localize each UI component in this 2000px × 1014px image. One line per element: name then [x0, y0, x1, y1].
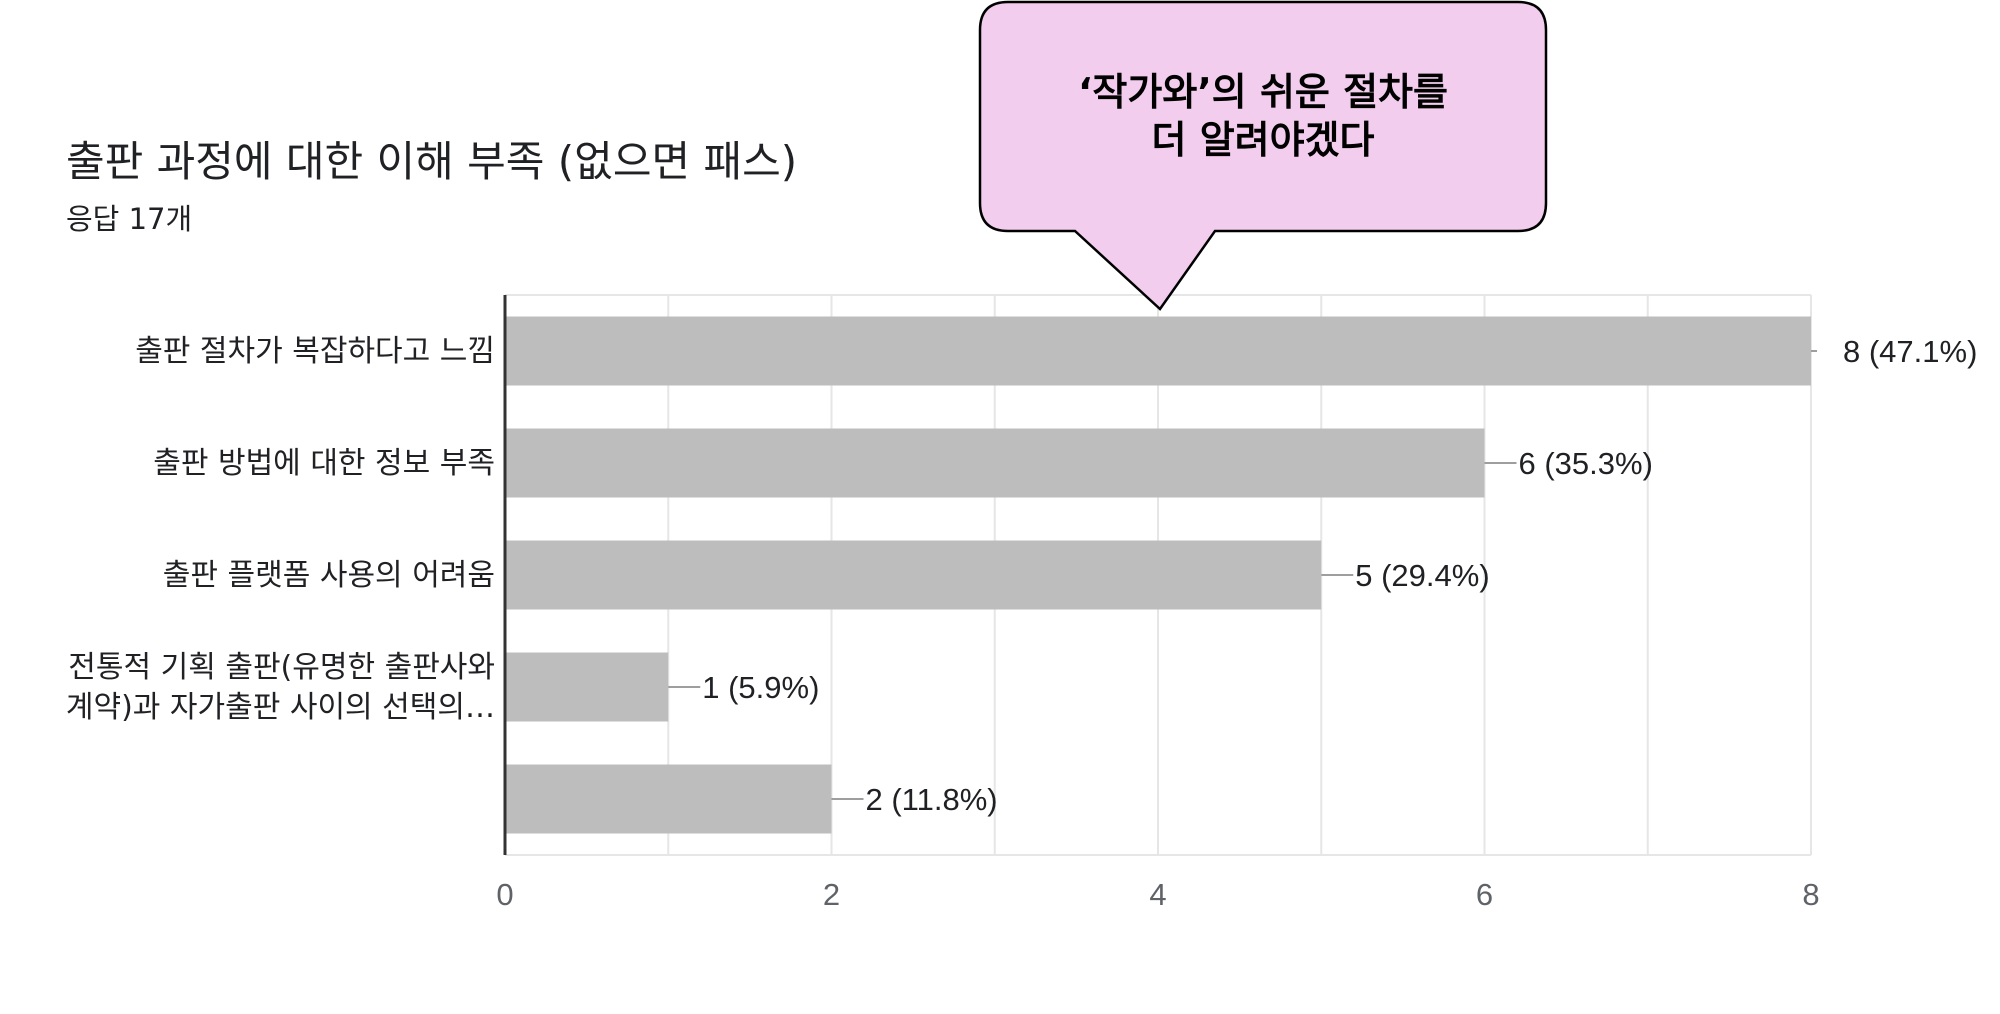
bar-1: [505, 428, 1485, 498]
response-count: 응답 17개: [66, 202, 193, 236]
callout-line-1: ‘작가와’의 쉬운 절차를: [1078, 70, 1448, 114]
labels: 0 2 4 6 8 8 (47.1%) 출판 절차가 복잡하다고 느낌 6 (35.3%) 출판…: [66, 334, 1978, 912]
category-label-3: 계약)과 자가출판 사이의 선택의…: [66, 690, 495, 725]
bar-3: [505, 652, 669, 722]
category-label-1: 출판 방법에 대한 정보 부족: [153, 446, 495, 481]
value-label-3: 1 (5.9%): [702, 670, 819, 705]
value-label-4: 2 (11.8%): [866, 782, 998, 817]
callout-shape: [978, 0, 1548, 311]
x-tick-label: 8: [1802, 877, 1819, 912]
value-label-1: 6 (35.3%): [1519, 446, 1653, 481]
x-tick-label: 2: [823, 877, 840, 912]
chart-title: 출판 과정에 대한 이해 부족 (없으면 패스): [66, 137, 798, 186]
bar-0: [505, 316, 1811, 386]
value-label-2: 5 (29.4%): [1355, 558, 1489, 593]
grid-lines: [504, 294, 1812, 856]
x-tick-label: 6: [1476, 877, 1493, 912]
callout-line-2: 더 알려야겠다: [1151, 118, 1375, 162]
x-tick-label: 4: [1149, 877, 1166, 912]
bars: [505, 316, 1811, 834]
callout-bubble: [978, 0, 1548, 311]
value-label-0: 8 (47.1%): [1843, 334, 1977, 369]
category-label-0: 출판 절차가 복잡하다고 느낌: [135, 334, 495, 369]
bar-2: [505, 540, 1322, 610]
callout-text: ‘작가와’의 쉬운 절차를 더 알려야겠다: [978, 68, 1548, 164]
category-label-3: 전통적 기획 출판(유명한 출판사와: [68, 650, 495, 685]
bar-4: [505, 764, 832, 834]
x-tick-label: 0: [496, 877, 513, 912]
category-label-2: 출판 플랫폼 사용의 어려움: [163, 558, 495, 593]
